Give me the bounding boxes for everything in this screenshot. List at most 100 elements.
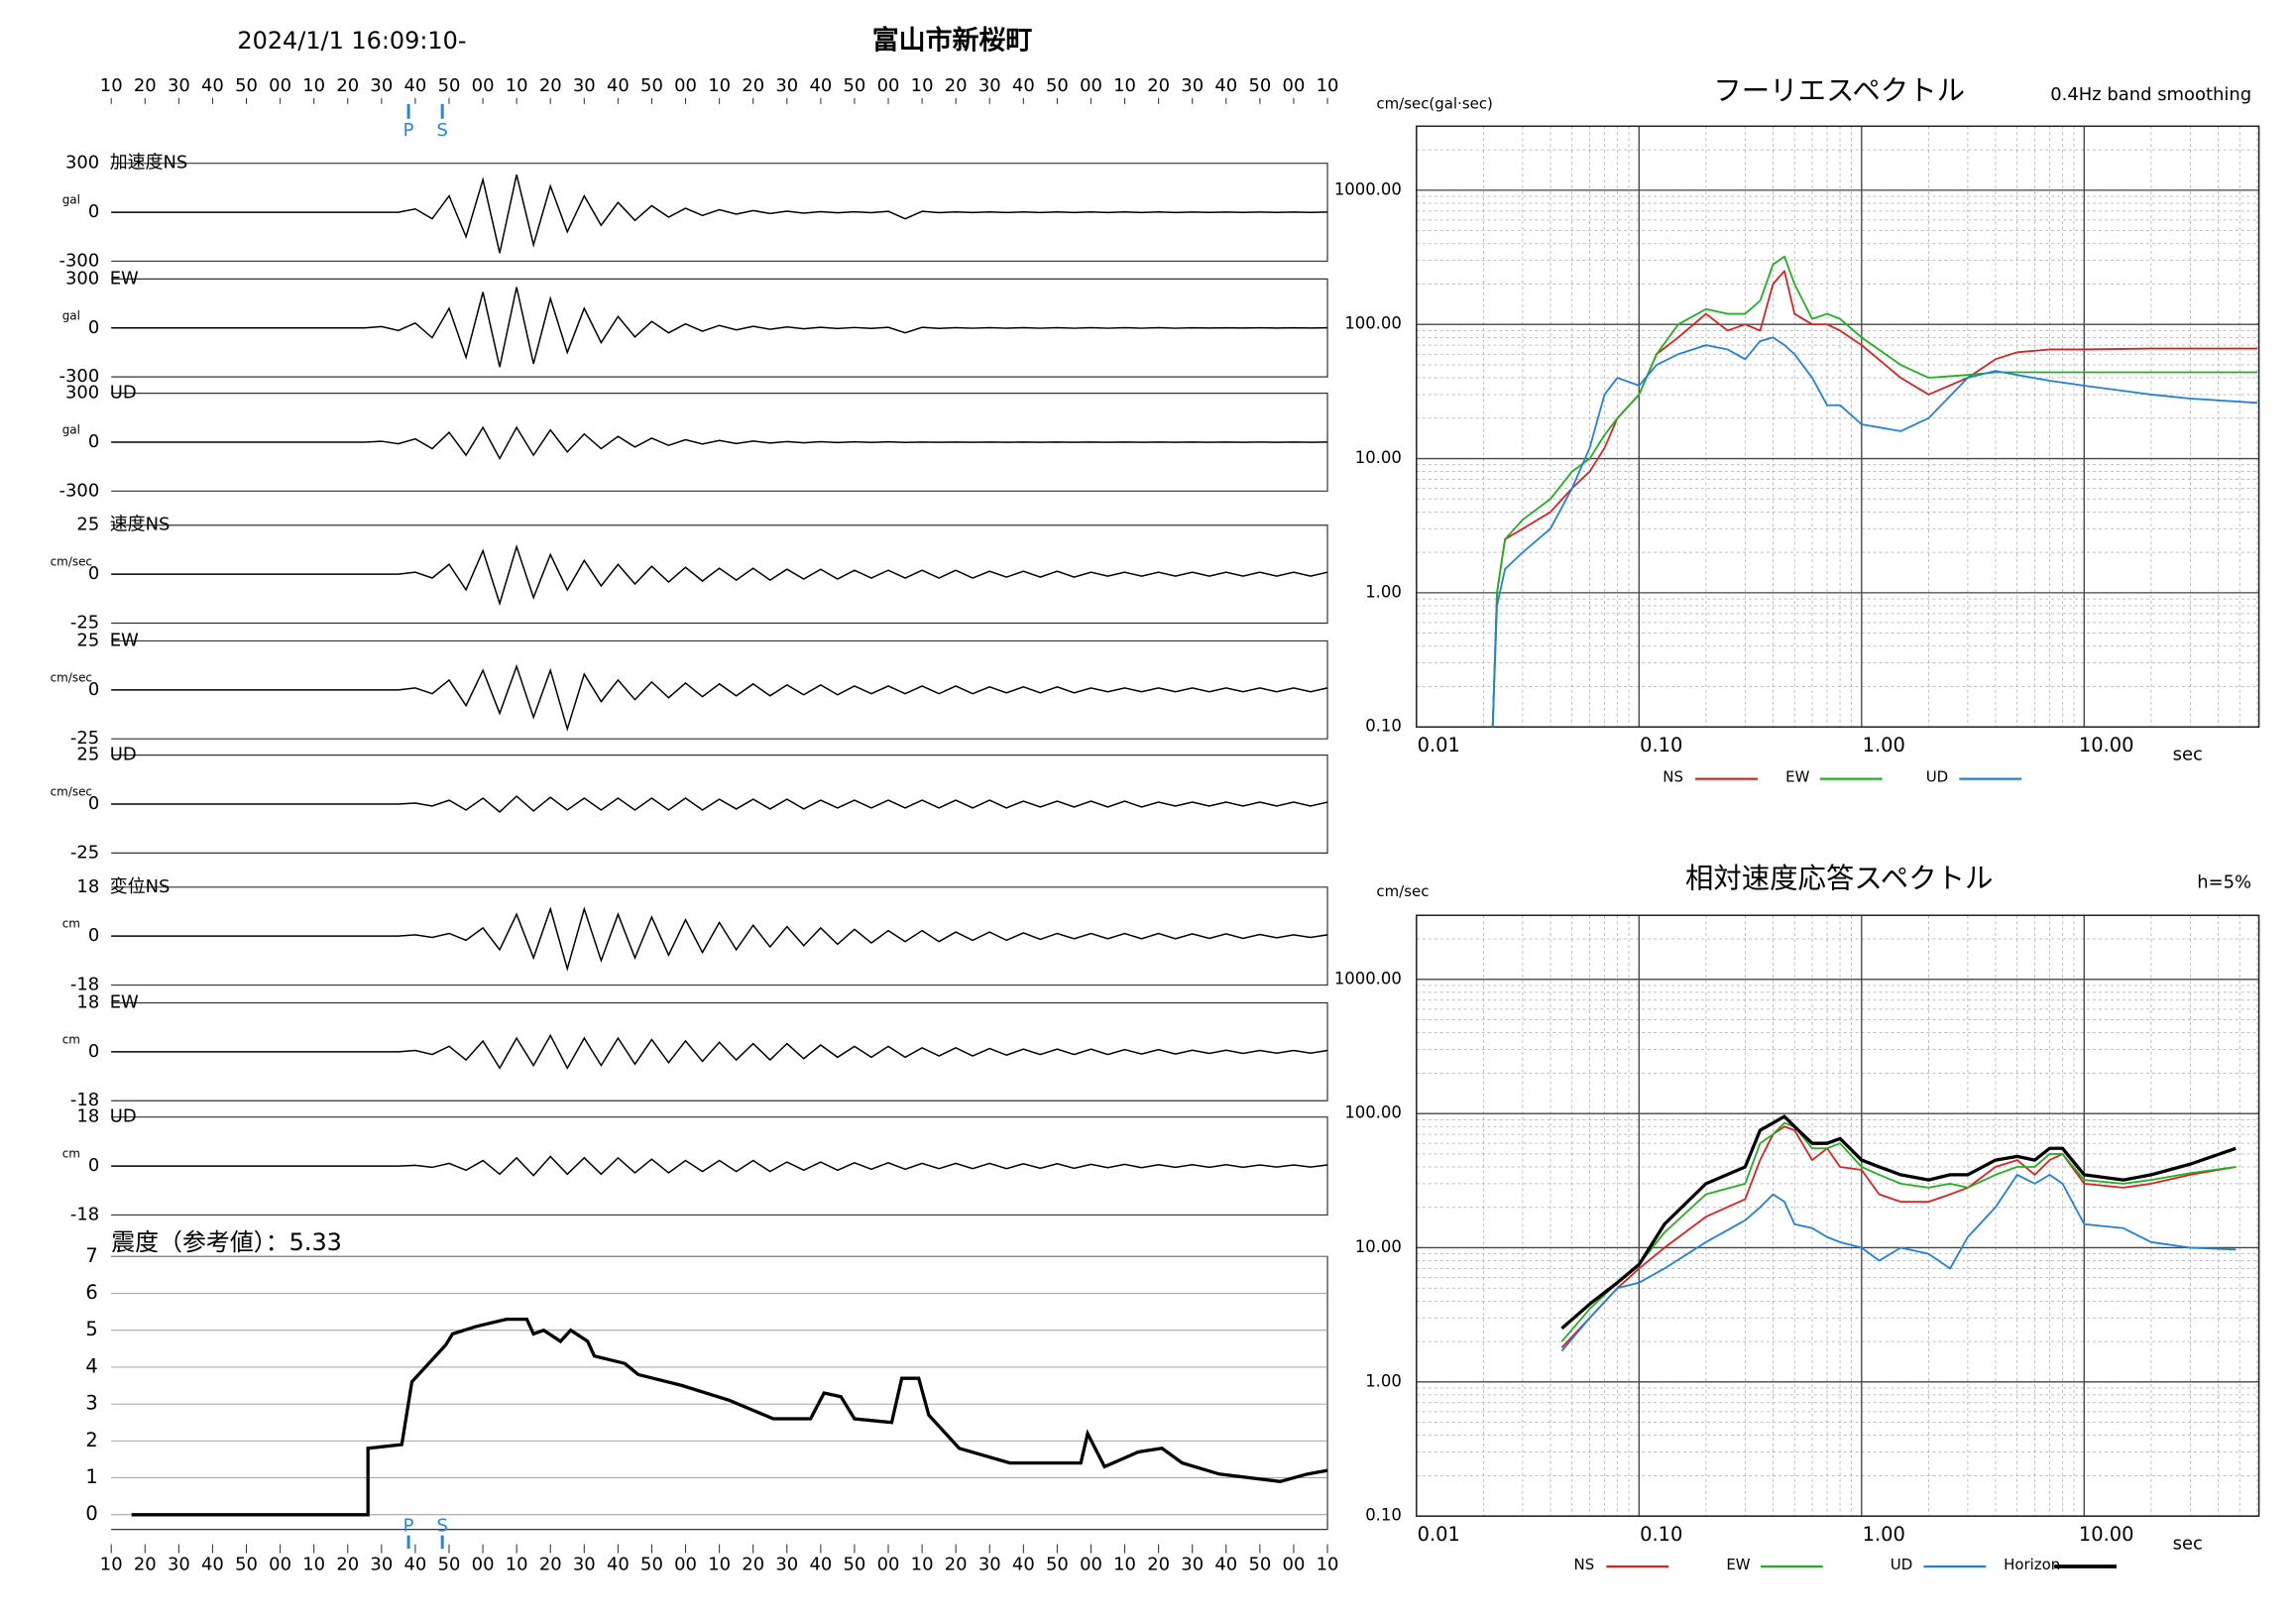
y-tick-label: 2	[85, 1429, 97, 1451]
y-tick-label: -18	[70, 1090, 99, 1110]
panel-unit: gal	[62, 308, 80, 322]
y-tick-label: 0.10	[1365, 1506, 1402, 1525]
x-tick-label: 50	[1046, 1555, 1069, 1575]
waveform	[111, 174, 1328, 254]
panel-frame	[111, 1255, 1328, 1531]
y-tick-label: 0	[88, 1155, 99, 1176]
x-tick-label: 10	[506, 1555, 528, 1575]
y-tick-label: -25	[70, 728, 99, 749]
x-tick-label: 00	[1080, 75, 1102, 96]
panel-name: 変位NS	[110, 876, 171, 897]
x-tick-label: 1.00	[1863, 1523, 1905, 1546]
station-name: 富山市新桜町	[872, 25, 1033, 57]
legend-label: NS	[1574, 1556, 1595, 1573]
y-tick-label: 0	[88, 793, 99, 814]
x-tick-label: 40	[404, 1555, 427, 1575]
x-tick-label: 00	[472, 75, 495, 96]
y-tick-label: 7	[85, 1244, 97, 1267]
x-tick-label: 30	[370, 1555, 393, 1575]
spectrum-line	[1491, 255, 2257, 728]
y-tick-label: -18	[70, 1204, 99, 1224]
x-tick-label: 10	[100, 1555, 123, 1575]
x-tick-label: 50	[438, 75, 461, 96]
x-tick-label: 20	[539, 75, 562, 96]
intensity-line	[131, 1317, 1328, 1517]
panel-name: UD	[110, 383, 137, 404]
y-tick-label: 0	[85, 1502, 97, 1525]
x-tick-label: 0.01	[1418, 1523, 1460, 1546]
x-tick-label: 50	[438, 1555, 461, 1575]
panel-unit: cm	[62, 1147, 80, 1161]
y-tick-label: 0	[88, 925, 99, 946]
panel-unit: cm	[62, 1032, 80, 1046]
phase-label: P	[403, 1516, 414, 1537]
x-tick-label: 40	[1012, 1555, 1035, 1575]
x-tick-label: 50	[844, 75, 866, 96]
x-tick-label: 20	[945, 75, 968, 96]
y-tick-label: -25	[70, 612, 99, 633]
x-tick-label: 10.00	[2079, 734, 2134, 756]
x-tick-label: 50	[1046, 75, 1069, 96]
x-tick-label: 20	[336, 75, 359, 96]
y-tick-label: 3	[85, 1392, 97, 1415]
spectrum-line	[1560, 1174, 2237, 1352]
phase-label: S	[436, 1516, 447, 1537]
waveform	[111, 425, 1328, 460]
y-tick-label: 25	[76, 515, 99, 535]
x-tick-label: 50	[640, 1555, 663, 1575]
x-tick-label: 10.00	[2079, 1523, 2134, 1546]
x-tick-label: 40	[201, 1555, 224, 1575]
panel-name: UD	[110, 745, 137, 765]
x-tick-label: 00	[269, 1555, 291, 1575]
panel-frame	[111, 1116, 1328, 1217]
x-tick-label: 00	[472, 1555, 495, 1575]
y-tick-label: 0	[88, 563, 99, 584]
y-tick-label: 1.00	[1365, 1371, 1402, 1390]
x-tick-label: 00	[674, 75, 697, 96]
y-tick-label: 0	[88, 679, 99, 700]
y-tick-label: 6	[85, 1281, 97, 1304]
y-tick-label: 10.00	[1355, 448, 1402, 467]
y-tick-label: 0	[88, 201, 99, 222]
y-tick-label: 0	[88, 1041, 99, 1062]
waveform	[111, 543, 1328, 607]
x-tick-label: 40	[1012, 75, 1035, 96]
y-tick-label: -18	[70, 975, 99, 995]
y-tick-label: 18	[76, 1106, 99, 1127]
x-tick-label: 00	[1283, 75, 1306, 96]
y-tick-label: 25	[76, 745, 99, 765]
phase-label: P	[403, 120, 414, 141]
spectrum-line	[1560, 1114, 2237, 1331]
x-tick-label: 30	[573, 1555, 596, 1575]
x-tick-label: 30	[370, 75, 393, 96]
waveform	[111, 1155, 1328, 1177]
legend-label: Horizon	[2004, 1556, 2060, 1573]
chart-title: フーリエスペクトル	[1713, 74, 1965, 107]
panel-name: EW	[110, 630, 139, 650]
intensity-title: 震度（参考値）：5.33	[111, 1228, 342, 1256]
x-tick-label: 00	[1080, 1555, 1102, 1575]
y-axis-unit: cm/sec	[1376, 882, 1429, 900]
y-tick-label: 0	[88, 317, 99, 338]
panel-unit: gal	[62, 422, 80, 436]
x-tick-label: 30	[168, 75, 190, 96]
phase-label: S	[436, 120, 447, 141]
x-tick-label: 40	[607, 1555, 630, 1575]
y-tick-label: 18	[76, 991, 99, 1012]
x-tick-label: 40	[201, 75, 224, 96]
x-tick-label: 50	[1248, 75, 1271, 96]
x-tick-label: 00	[674, 1555, 697, 1575]
y-tick-label: -300	[59, 480, 100, 501]
x-tick-label: 50	[640, 75, 663, 96]
panel-frame	[111, 1001, 1328, 1101]
x-tick-label: 40	[809, 1555, 832, 1575]
x-tick-label: 40	[404, 75, 427, 96]
x-tick-label: 10	[1113, 1555, 1136, 1575]
x-tick-label: 30	[978, 75, 1001, 96]
x-tick-label: 10	[1113, 75, 1136, 96]
y-tick-label: -300	[59, 250, 100, 271]
x-tick-label: 10	[302, 1555, 325, 1575]
x-axis-unit: sec	[2173, 745, 2203, 765]
y-tick-label: 300	[65, 153, 99, 174]
